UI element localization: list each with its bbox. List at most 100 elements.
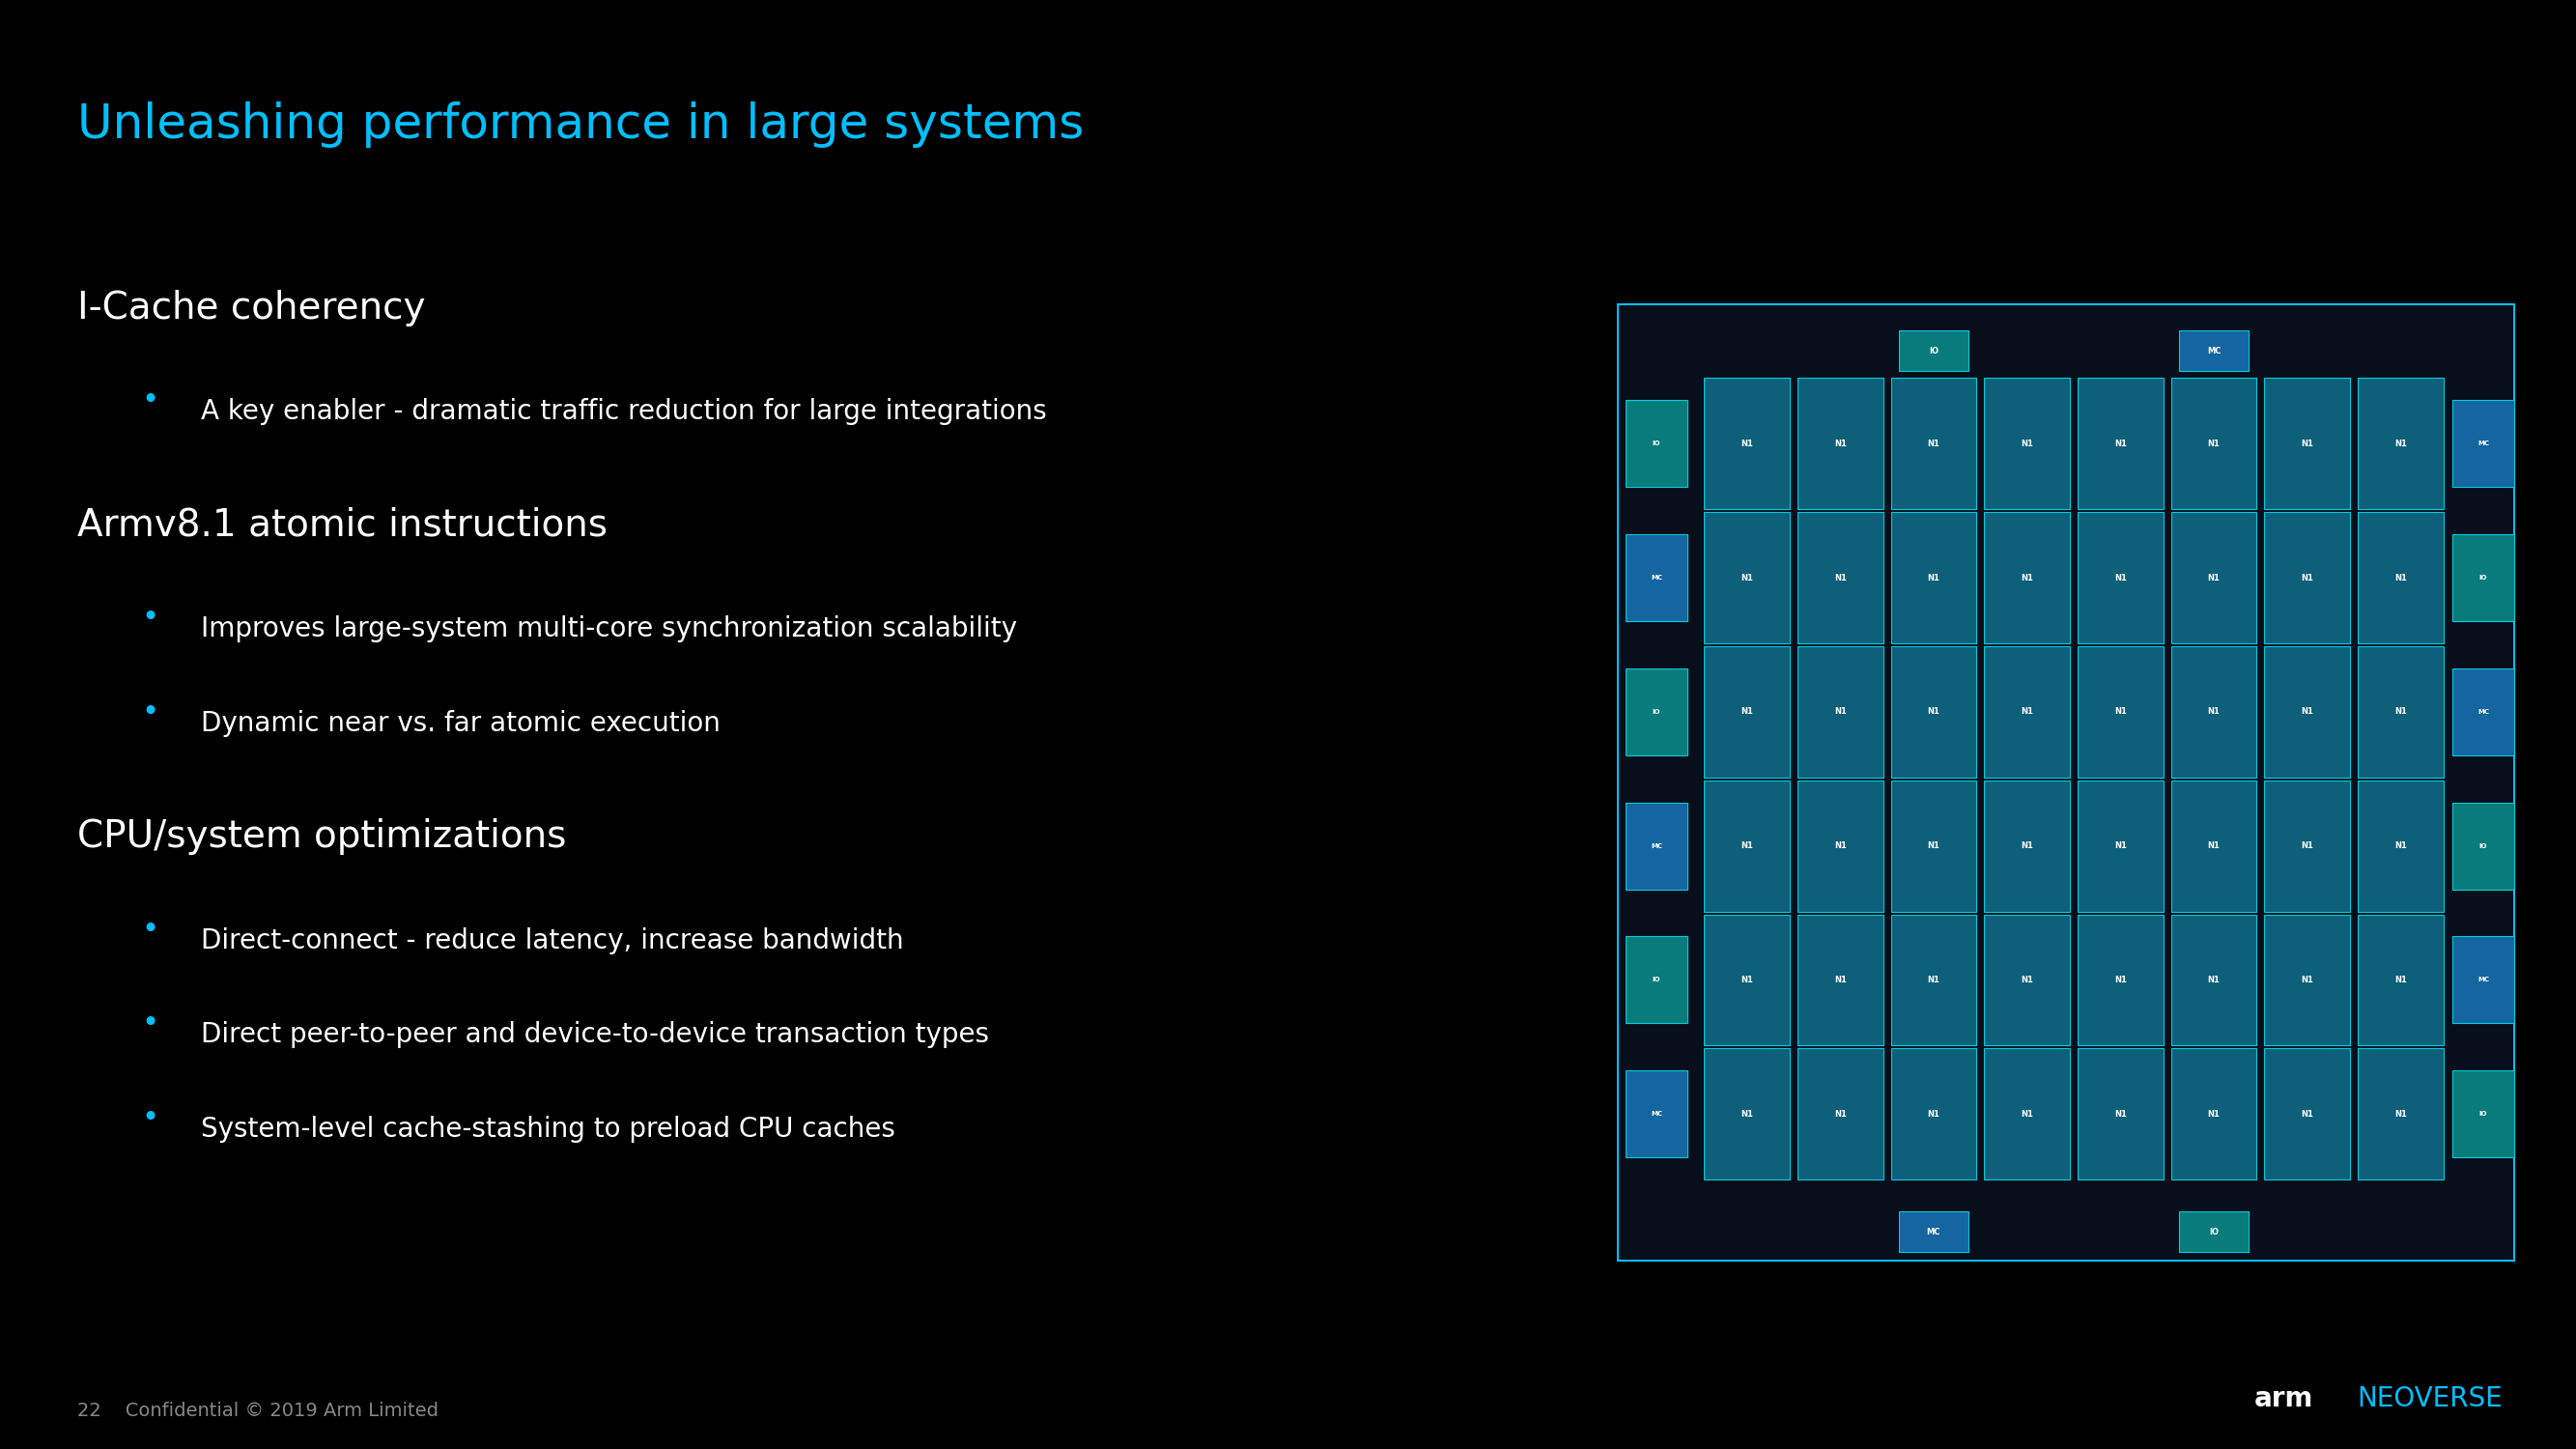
Text: N1: N1 xyxy=(2208,439,2221,448)
Text: •: • xyxy=(142,698,160,726)
Text: N1: N1 xyxy=(1927,975,1940,984)
Text: arm: arm xyxy=(2254,1385,2313,1413)
Text: N1: N1 xyxy=(1927,1110,1940,1119)
Text: N1: N1 xyxy=(1834,842,1847,851)
Text: •: • xyxy=(142,1104,160,1132)
Text: N1: N1 xyxy=(1741,574,1754,582)
Bar xyxy=(2076,1049,2164,1179)
Bar xyxy=(2452,936,2514,1023)
Text: MC: MC xyxy=(2208,346,2221,355)
Text: N1: N1 xyxy=(2208,707,2221,716)
Bar xyxy=(2172,646,2257,777)
Bar xyxy=(1984,914,2069,1046)
Bar xyxy=(2172,378,2257,509)
Bar xyxy=(1899,330,1968,371)
Bar xyxy=(1703,914,1790,1046)
Bar xyxy=(1984,646,2069,777)
Text: N1: N1 xyxy=(2300,975,2313,984)
Bar xyxy=(2357,1049,2442,1179)
Bar xyxy=(1625,668,1687,755)
Bar xyxy=(1703,1049,1790,1179)
Text: IO: IO xyxy=(1651,440,1662,446)
Text: MC: MC xyxy=(1651,1111,1662,1117)
Bar xyxy=(1798,914,1883,1046)
Bar xyxy=(2357,914,2442,1046)
Bar xyxy=(1899,1211,1968,1252)
Bar xyxy=(2172,1049,2257,1179)
Text: N1: N1 xyxy=(1741,975,1754,984)
Text: N1: N1 xyxy=(2208,842,2221,851)
Text: •: • xyxy=(142,916,160,943)
Text: I-Cache coherency: I-Cache coherency xyxy=(77,290,425,326)
Text: N1: N1 xyxy=(2393,842,2406,851)
Text: IO: IO xyxy=(2478,575,2488,581)
Text: IO: IO xyxy=(1651,977,1662,982)
Text: N1: N1 xyxy=(2300,439,2313,448)
Text: N1: N1 xyxy=(1834,1110,1847,1119)
Bar xyxy=(2357,511,2442,643)
Text: Dynamic near vs. far atomic execution: Dynamic near vs. far atomic execution xyxy=(201,710,721,738)
Bar xyxy=(2357,780,2442,911)
Bar xyxy=(2172,780,2257,911)
Text: N1: N1 xyxy=(2020,707,2032,716)
Text: N1: N1 xyxy=(2115,574,2128,582)
Text: IO: IO xyxy=(1651,709,1662,714)
Text: N1: N1 xyxy=(2020,574,2032,582)
Text: MC: MC xyxy=(2478,977,2488,982)
Text: •: • xyxy=(142,387,160,414)
Bar xyxy=(2076,914,2164,1046)
Bar xyxy=(1703,780,1790,911)
Bar xyxy=(1891,646,1976,777)
Bar xyxy=(2452,535,2514,622)
Bar xyxy=(2357,646,2442,777)
Text: N1: N1 xyxy=(1741,439,1754,448)
Bar xyxy=(1625,535,1687,622)
Text: N1: N1 xyxy=(2300,707,2313,716)
Text: N1: N1 xyxy=(2020,975,2032,984)
Bar xyxy=(1798,378,1883,509)
Text: N1: N1 xyxy=(2208,1110,2221,1119)
Text: N1: N1 xyxy=(2393,975,2406,984)
Bar xyxy=(1891,914,1976,1046)
Text: N1: N1 xyxy=(1741,842,1754,851)
Bar xyxy=(1618,304,2514,1261)
Text: MC: MC xyxy=(1651,843,1662,849)
Text: N1: N1 xyxy=(2020,1110,2032,1119)
Text: N1: N1 xyxy=(2300,842,2313,851)
Bar xyxy=(2264,914,2349,1046)
Text: Improves large-system multi-core synchronization scalability: Improves large-system multi-core synchro… xyxy=(201,616,1018,643)
Text: NEOVERSE: NEOVERSE xyxy=(2357,1385,2504,1413)
Text: •: • xyxy=(142,604,160,632)
Text: IO: IO xyxy=(2210,1227,2218,1236)
Text: N1: N1 xyxy=(2020,439,2032,448)
Bar xyxy=(1798,780,1883,911)
Text: MC: MC xyxy=(1651,575,1662,581)
Text: N1: N1 xyxy=(1834,707,1847,716)
Bar xyxy=(1891,1049,1976,1179)
Text: Direct peer-to-peer and device-to-device transaction types: Direct peer-to-peer and device-to-device… xyxy=(201,1022,989,1049)
Text: N1: N1 xyxy=(1741,1110,1754,1119)
Text: A key enabler - dramatic traffic reduction for large integrations: A key enabler - dramatic traffic reducti… xyxy=(201,398,1046,426)
Bar xyxy=(2452,668,2514,755)
Text: N1: N1 xyxy=(1834,574,1847,582)
Text: IO: IO xyxy=(1929,346,1937,355)
Bar xyxy=(2452,1071,2514,1158)
Text: N1: N1 xyxy=(1927,574,1940,582)
Bar xyxy=(2179,1211,2249,1252)
Text: System-level cache-stashing to preload CPU caches: System-level cache-stashing to preload C… xyxy=(201,1116,896,1143)
Bar xyxy=(1703,378,1790,509)
Text: N1: N1 xyxy=(1927,842,1940,851)
Bar xyxy=(2264,780,2349,911)
Text: N1: N1 xyxy=(2393,1110,2406,1119)
Bar xyxy=(2264,1049,2349,1179)
Bar xyxy=(1891,378,1976,509)
Text: MC: MC xyxy=(1927,1227,1940,1236)
Bar xyxy=(2264,511,2349,643)
Bar xyxy=(2172,511,2257,643)
Text: N1: N1 xyxy=(2300,574,2313,582)
Bar xyxy=(2357,378,2442,509)
Text: N1: N1 xyxy=(1741,707,1754,716)
Text: N1: N1 xyxy=(2020,842,2032,851)
Text: N1: N1 xyxy=(1834,439,1847,448)
Text: N1: N1 xyxy=(2393,439,2406,448)
